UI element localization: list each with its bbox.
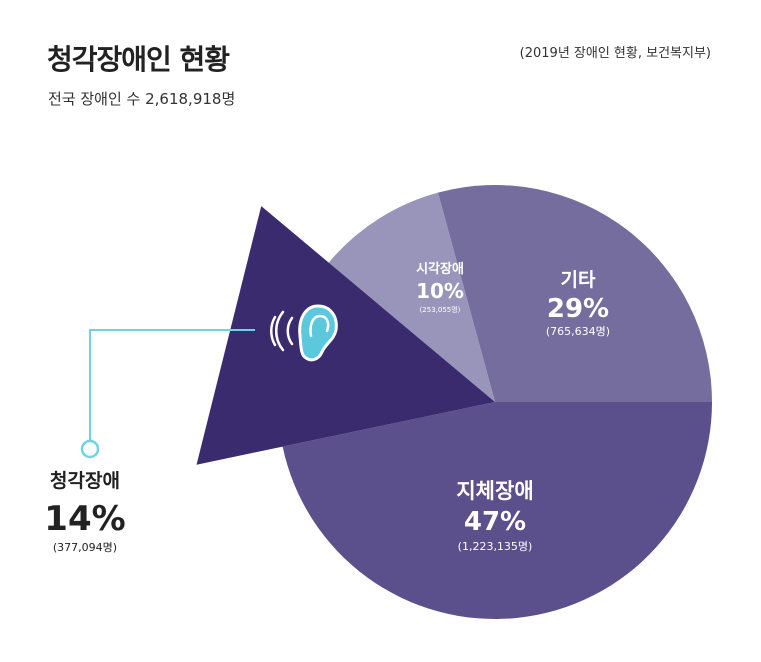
page-subtitle: 전국 장애인 수 2,618,918명 [48,90,236,108]
label-physical-count: (1,223,135명) [458,540,533,553]
label-visual-percent: 10% [416,279,464,303]
page-title: 청각장애인 현황 [47,43,230,76]
label-other-count: (765,634명) [546,325,610,338]
hearing-callout-dot [80,439,100,459]
label-hearing-count: (377,094명) [53,541,117,554]
ear-icon [270,304,338,362]
label-other-percent: 29% [547,294,609,324]
hearing-callout-line [89,329,255,442]
pie-slice-physical [282,402,712,619]
label-visual-name: 시각장애 [416,261,464,277]
pie-slice-visual [328,192,495,402]
label-physical-name: 지체장애 [456,479,533,503]
pie-slice-hearing [196,206,495,465]
label-visual-count: (253,055명) [420,305,461,314]
label-hearing-name: 청각장애 [50,470,120,492]
pie-slice-other [437,185,712,402]
label-physical-percent: 47% [464,507,526,537]
label-other-name: 기타 [561,269,596,291]
label-hearing-percent: 14% [44,499,125,539]
source-note: (2019년 장애인 현황, 보건복지부) [519,46,711,61]
